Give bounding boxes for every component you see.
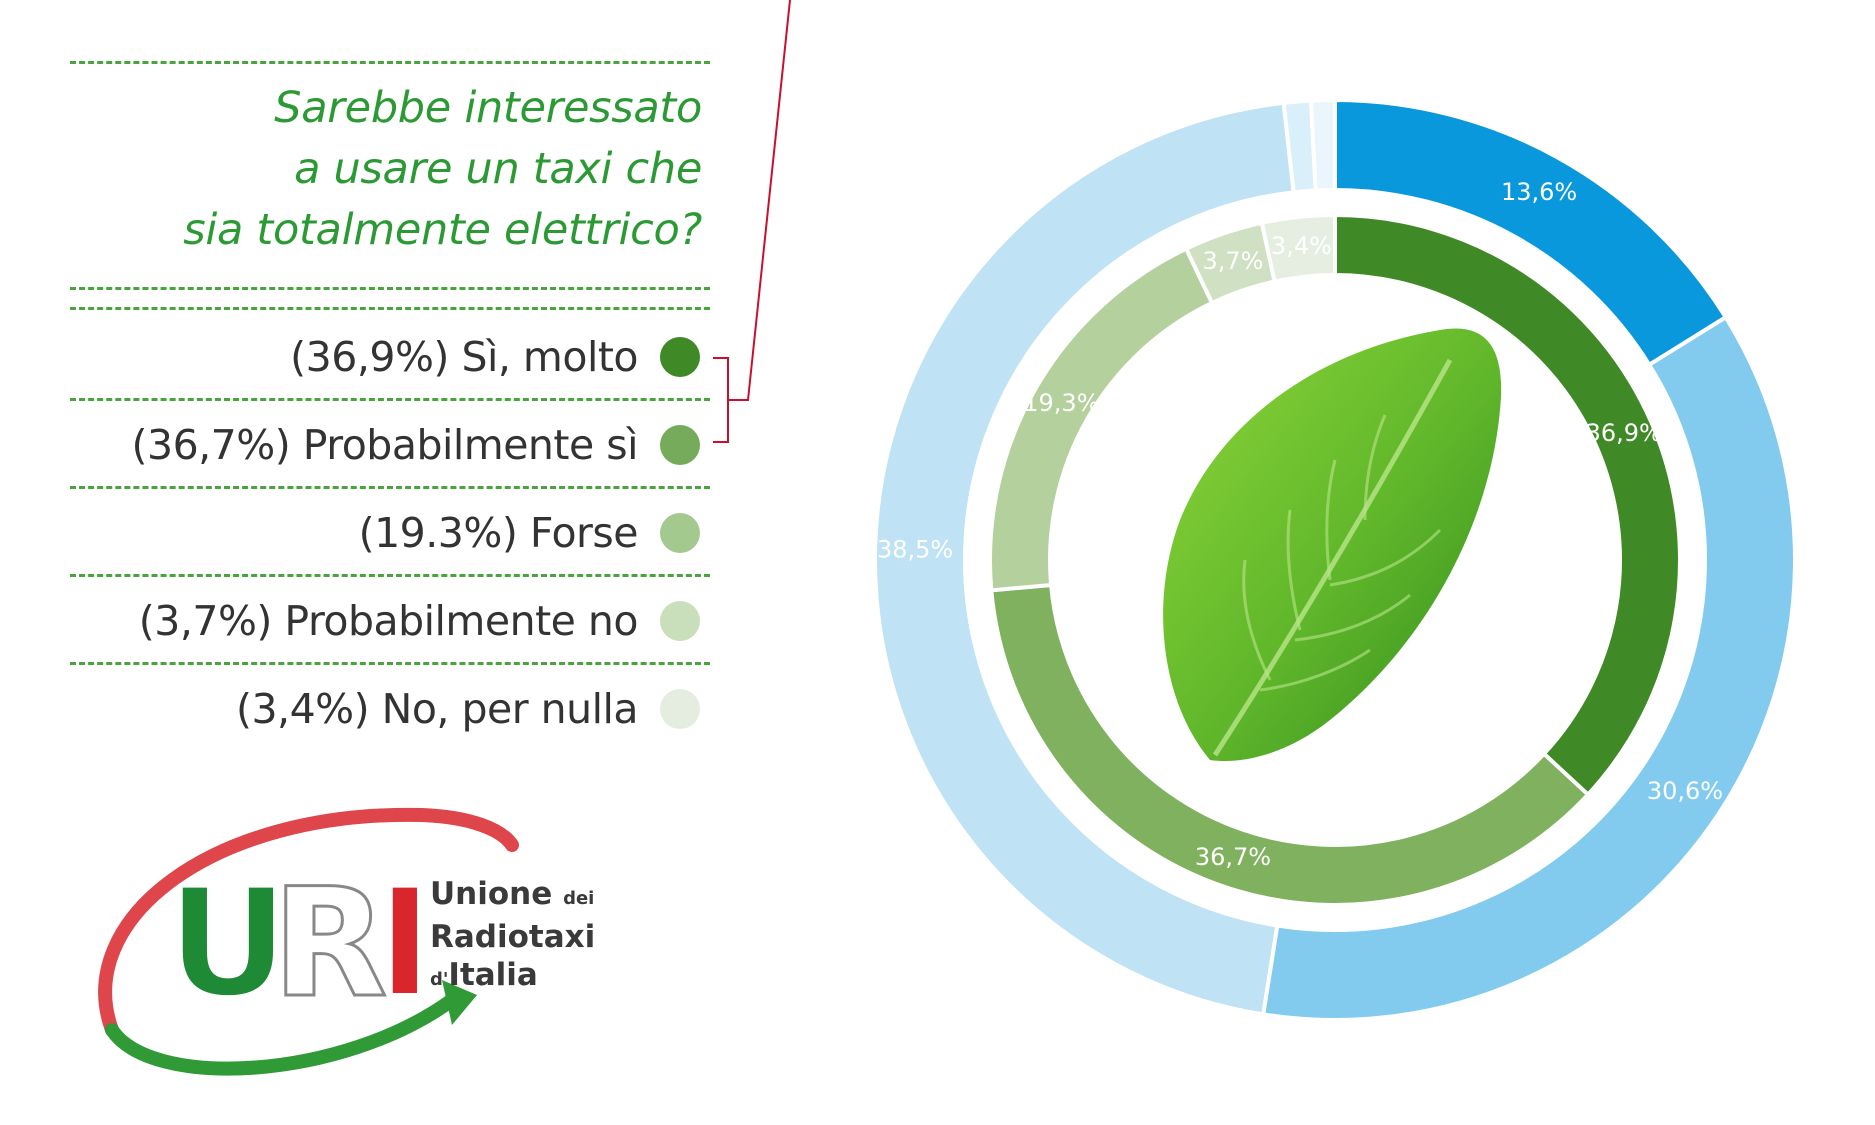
legend-item-no-per-nulla: (3,4%) No, per nulla [236,679,700,739]
svg-text:R: R [272,857,388,1031]
ring-labels: 13,6% 30,6% 38,5% 36,9% 36,7% 19,3% 3,7% 3,4% [877,178,1723,871]
outer-ring-slice [1308,97,1337,193]
outer-ring-slice [873,100,1296,1017]
outer-ring-slice [1260,314,1797,1022]
uri-logo: U R I [98,807,519,1076]
legend-label: (3,4%) No, per nulla [235,685,639,733]
legend-dot [660,513,700,553]
divider [70,61,710,64]
divider [70,574,710,577]
logo-name-line2: Radiotaxi [430,919,596,955]
inner-ring-slice-label: 3,7% [1202,247,1263,275]
legend-dot [660,425,700,465]
logo-name-line3-small: d' [430,969,449,990]
legend-item-probabilmente-si: (36,7%) Probabilmente sì [131,415,700,475]
question-line-1: Sarebbe interessato [274,83,702,133]
legend-item-probabilmente-no: (3,7%) Probabilmente no [139,591,700,651]
legend-label: (36,7%) Probabilmente sì [131,421,638,469]
inner-ring-slice-label: 36,7% [1195,843,1271,871]
legend-label: (19.3%) Forse [358,509,639,557]
inner-ring-slice-label: 36,9% [1586,419,1662,447]
svg-text:U: U [167,857,289,1031]
inner-ring-slice [1259,212,1337,284]
inner-ring-slice [989,582,1591,907]
svg-text:I: I [377,857,433,1031]
outer-ring [873,97,1797,1022]
outer-ring-slice-label: 13,6% [1501,178,1577,206]
outer-ring-slice-label: 30,6% [1647,777,1723,805]
divider [70,287,710,290]
divider [70,486,710,489]
legend-label: (3,7%) Probabilmente no [138,597,639,645]
inner-ring-slice [1333,212,1682,798]
legend-item-forse: (19.3%) Forse [359,503,700,563]
inner-ring-slice-label: 3,4% [1271,232,1332,260]
logo-wordmark: Unione dei Radiotaxi d'Italia [430,875,595,999]
question-line-3: sia totalmente elettrico? [183,205,702,255]
chart-question: Sarebbe interessato a usare un taxi che … [60,78,702,261]
inner-ring-slice-label: 19,3% [1023,389,1099,417]
logo-name-line1-small: dei [563,888,595,909]
divider [70,398,710,401]
legend-dot [660,601,700,641]
legend-item-si-molto: (36,9%) Sì, molto [290,327,700,387]
legend-dot [660,337,700,377]
question-line-2: a usare un taxi che [294,144,702,194]
outer-ring-slice-label: 38,5% [877,536,953,564]
logo-name-line3: Italia [448,957,538,993]
logo-name-line1: Unione [430,876,553,912]
inner-ring [988,212,1682,907]
legend-dot [660,689,700,729]
divider [70,307,710,310]
divider [70,662,710,665]
legend-label: (36,9%) Sì, molto [290,333,638,381]
leaf-icon [1163,328,1502,762]
